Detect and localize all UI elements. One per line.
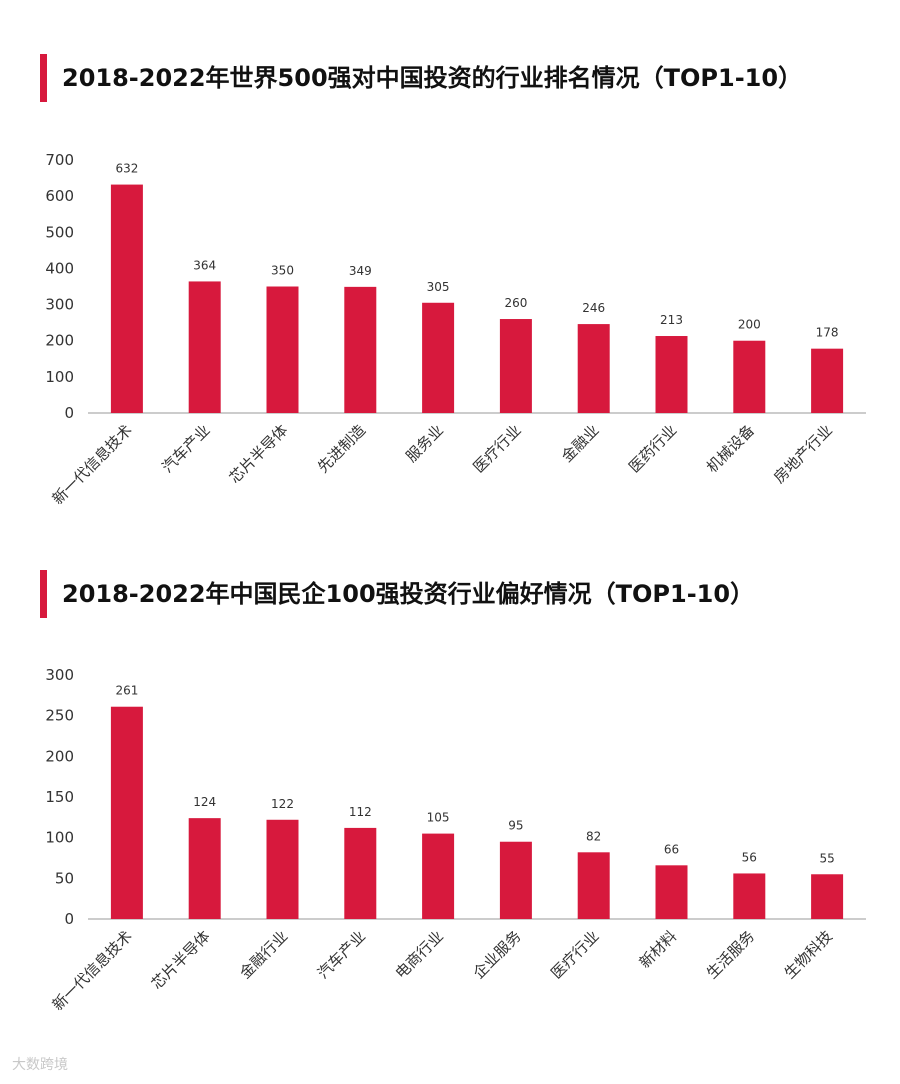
bar xyxy=(110,706,143,919)
bar xyxy=(811,348,844,413)
bar xyxy=(422,833,455,919)
y-tick-label: 400 xyxy=(45,259,74,277)
bar xyxy=(266,286,299,413)
bar xyxy=(655,865,688,919)
bar xyxy=(655,336,688,413)
x-tick-label: 企业服务 xyxy=(470,927,525,982)
bar xyxy=(110,184,143,413)
y-tick-label: 250 xyxy=(45,707,74,725)
data-label: 261 xyxy=(115,684,138,698)
y-tick-label: 100 xyxy=(45,829,74,847)
y-tick-label: 150 xyxy=(45,788,74,806)
data-label: 632 xyxy=(115,162,138,176)
y-tick-label: 600 xyxy=(45,187,74,205)
data-label: 364 xyxy=(193,258,216,272)
data-label: 178 xyxy=(816,326,839,340)
y-tick-label: 300 xyxy=(45,296,74,314)
x-tick-label: 电商行业 xyxy=(392,927,447,982)
bar xyxy=(577,852,610,919)
bar xyxy=(733,340,766,413)
bar xyxy=(499,319,532,413)
data-label: 56 xyxy=(742,850,757,864)
data-label: 82 xyxy=(586,829,601,843)
y-tick-label: 0 xyxy=(64,910,74,928)
bar xyxy=(577,324,610,413)
y-tick-label: 100 xyxy=(45,368,74,386)
data-label: 349 xyxy=(349,264,372,278)
bar xyxy=(344,827,377,919)
chart2-title-accent xyxy=(40,570,47,618)
bar xyxy=(188,818,221,919)
bar xyxy=(422,302,455,413)
x-tick-label: 医疗行业 xyxy=(547,927,602,982)
bar xyxy=(266,819,299,919)
bar xyxy=(499,841,532,919)
y-tick-label: 300 xyxy=(45,666,74,684)
bar xyxy=(344,286,377,413)
data-label: 305 xyxy=(427,280,450,294)
y-tick-label: 0 xyxy=(64,404,74,422)
watermark-logo: 大数跨境 xyxy=(12,1057,68,1073)
chart1-title-accent xyxy=(40,54,47,102)
data-label: 124 xyxy=(193,795,216,809)
data-label: 112 xyxy=(349,805,372,819)
y-tick-label: 500 xyxy=(45,223,74,241)
data-label: 122 xyxy=(271,797,294,811)
x-tick-label: 芯片半导体 xyxy=(148,927,214,993)
data-label: 260 xyxy=(504,296,527,310)
bar xyxy=(811,874,844,919)
x-tick-label: 新一代信息技术 xyxy=(49,927,136,1014)
data-label: 105 xyxy=(427,811,450,825)
data-label: 246 xyxy=(582,301,605,315)
x-tick-label: 新材料 xyxy=(636,927,681,972)
chart2-title: 2018-2022年中国民企100强投资行业偏好情况（TOP1-10） xyxy=(62,580,755,608)
y-tick-label: 200 xyxy=(45,332,74,350)
y-tick-label: 700 xyxy=(45,151,74,169)
x-tick-label: 金融行业 xyxy=(236,927,291,982)
bar xyxy=(733,873,766,919)
y-tick-label: 200 xyxy=(45,747,74,765)
data-label: 55 xyxy=(819,851,834,865)
data-label: 200 xyxy=(738,318,761,332)
x-tick-label: 生物科技 xyxy=(781,927,836,982)
chart1-title: 2018-2022年世界500强对中国投资的行业排名情况（TOP1-10） xyxy=(62,64,803,92)
x-tick-label: 生活服务 xyxy=(703,927,758,982)
data-label: 95 xyxy=(508,819,523,833)
bar xyxy=(188,281,221,413)
y-tick-label: 50 xyxy=(55,869,74,887)
data-label: 213 xyxy=(660,313,683,327)
data-label: 66 xyxy=(664,842,679,856)
x-tick-label: 汽车产业 xyxy=(314,927,369,982)
data-label: 350 xyxy=(271,264,294,278)
